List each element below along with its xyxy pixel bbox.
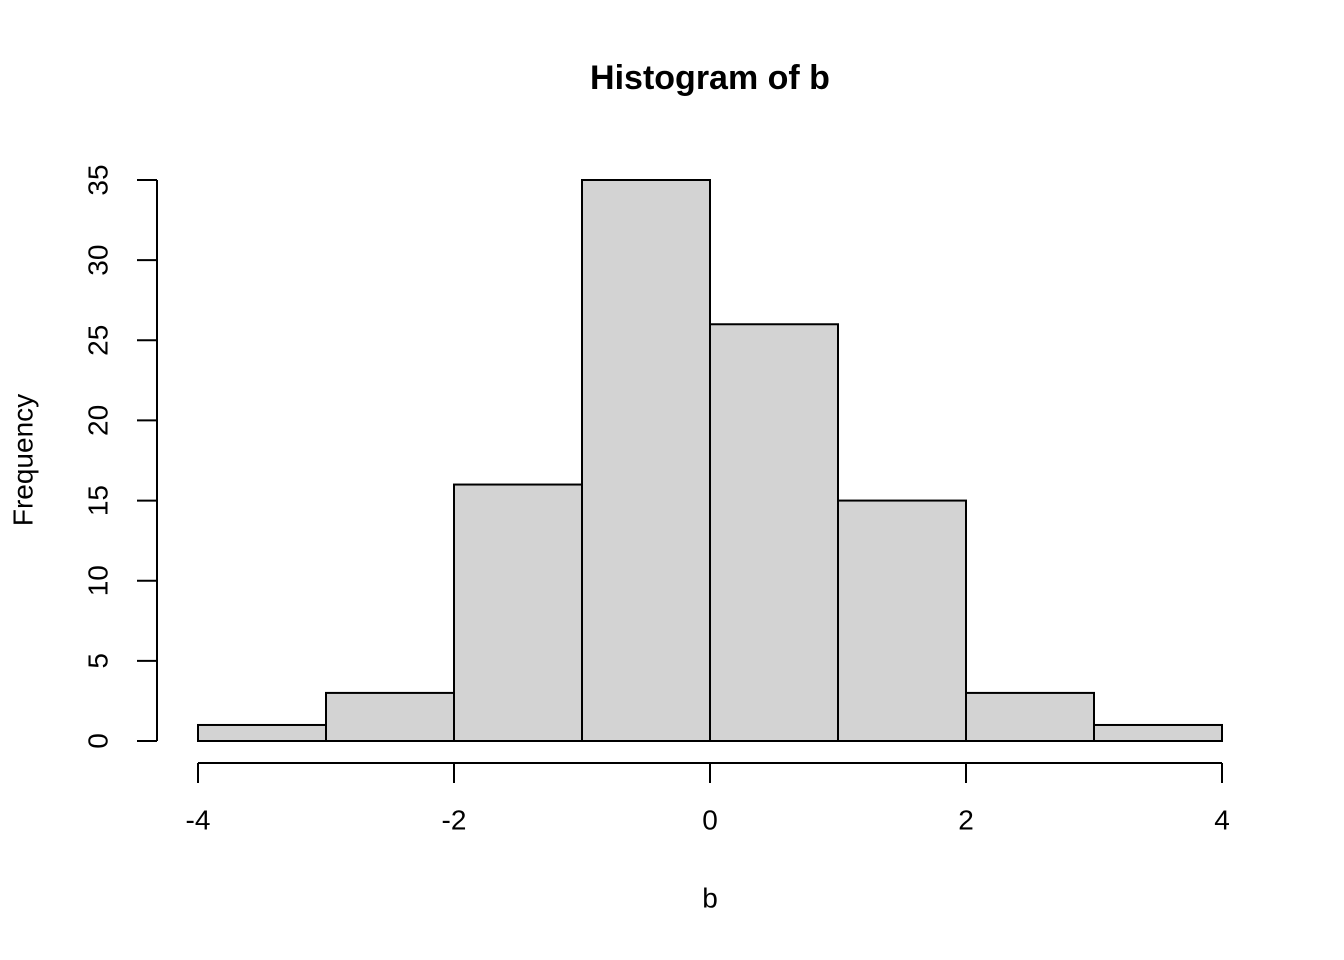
bar: [581, 179, 711, 742]
y-tick-label: 10: [82, 565, 113, 596]
y-axis-label: Frequency: [7, 394, 38, 526]
chart-title: Histogram of b: [590, 59, 830, 97]
y-tick-label: 0: [82, 733, 113, 749]
y-tick-label: 35: [82, 164, 113, 195]
bar: [965, 691, 1095, 743]
bar: [453, 483, 583, 742]
y-tick-label: 5: [82, 653, 113, 669]
bar: [837, 499, 967, 743]
y-tick-label: 20: [82, 405, 113, 436]
x-axis-label: b: [702, 882, 718, 913]
x-tick-label: 2: [958, 804, 974, 835]
bar: [1093, 723, 1223, 743]
y-tick-label: 15: [82, 485, 113, 516]
y-tick-label: 30: [82, 245, 113, 276]
x-tick-label: -4: [186, 804, 211, 835]
bar: [325, 691, 455, 743]
bar: [197, 723, 327, 743]
x-tick-label: -2: [442, 804, 467, 835]
y-tick-label: 25: [82, 325, 113, 356]
x-tick-label: 0: [702, 804, 718, 835]
bar: [709, 323, 839, 742]
x-tick-label: 4: [1214, 804, 1230, 835]
